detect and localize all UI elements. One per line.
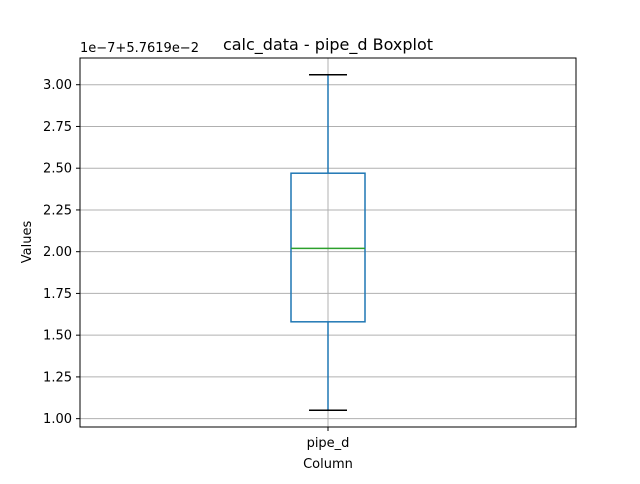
y-tick-label: 1.00 xyxy=(43,412,72,427)
y-tick-label: 1.75 xyxy=(43,287,72,302)
y-tick-label: 2.25 xyxy=(43,203,72,218)
y-tick-label: 1.50 xyxy=(43,329,72,344)
axis-layer: 1.00 1.25 1.50 1.75 2.00 2.25 2.50 2.75 3.00 pipe… xyxy=(43,78,349,451)
box-layer xyxy=(290,73,366,412)
y-tick-label: 2.00 xyxy=(43,245,72,260)
plot-frame xyxy=(79,57,577,428)
x-axis-label: Column xyxy=(303,457,353,472)
iqr-box xyxy=(290,172,366,323)
y-tick-label: 2.50 xyxy=(43,162,72,177)
x-tick-label: pipe_d xyxy=(307,436,350,451)
y-axis-label: Values xyxy=(20,221,35,264)
offset-label: 1e−7+5.7619e−2 xyxy=(80,41,199,56)
chart-title: calc_data - pipe_d Boxplot xyxy=(223,35,433,55)
y-tick-label: 1.25 xyxy=(43,370,72,385)
y-tick-label: 3.00 xyxy=(43,78,72,93)
y-tick-label: 2.75 xyxy=(43,120,72,135)
